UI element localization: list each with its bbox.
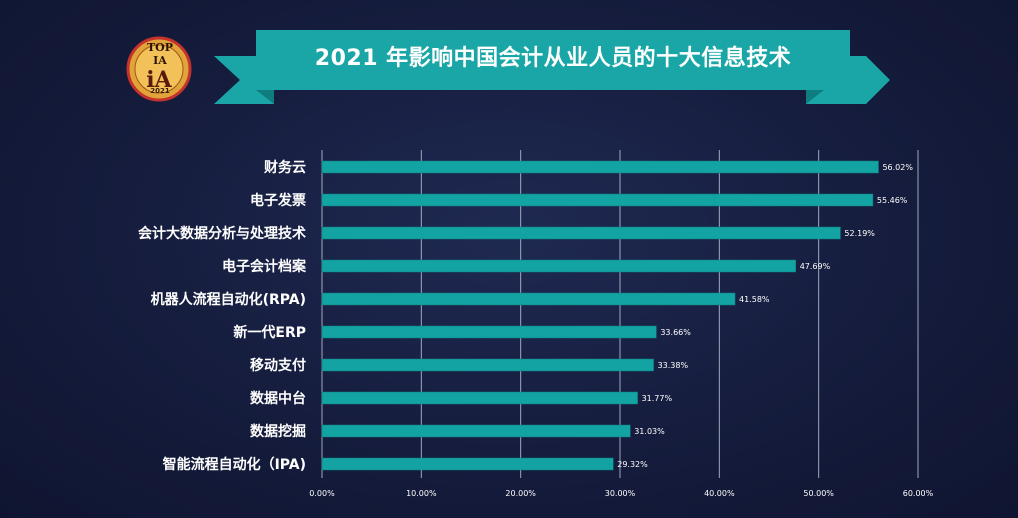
x-tick-label: 50.00% [803,489,834,498]
labels: 0.00% 10.00% 20.00% 30.00% 40.00% 50.00% 60.00… [138,159,934,498]
banner-main [256,30,850,90]
x-tick-label: 0.00% [309,489,335,498]
value-label: 33.66% [660,328,691,337]
x-tick-label: 40.00% [704,489,735,498]
value-label: 29.32% [617,460,648,469]
category-label: 数据挖掘 [250,423,306,440]
x-tick-label: 10.00% [406,489,437,498]
bar [321,391,638,405]
logo-text: TOP IA [146,41,174,67]
svg-text:iA: iA [146,67,172,93]
category-label: 新一代ERP [233,324,306,341]
logo-year: 2021 [150,87,170,95]
banner-right-fold [806,90,824,104]
value-label: 47.69% [800,262,831,271]
bars [321,160,879,471]
bar [321,424,631,438]
bar [321,457,614,471]
title-banner [214,30,890,104]
bar [321,325,657,339]
category-label: 电子发票 [250,192,306,209]
value-label: 33.38% [658,361,689,370]
top-ia-logo: iA [126,36,192,102]
value-label: 31.77% [642,394,673,403]
bar [321,259,796,273]
banner-left-fold [256,90,274,104]
category-label: 智能流程自动化（IPA) [162,456,306,473]
bar [321,358,654,372]
bar [321,292,736,306]
category-label: 机器人流程自动化(RPA) [151,291,306,308]
value-label: 41.58% [739,295,770,304]
category-label: 数据中台 [250,390,306,407]
page-title: 2021 年影响中国会计从业人员的十大信息技术 [314,46,792,71]
value-label: 31.03% [634,427,665,436]
x-tick-label: 20.00% [505,489,536,498]
bar [321,160,879,174]
value-label: 55.46% [877,196,908,205]
value-label: 56.02% [882,163,913,172]
value-label: 52.19% [844,229,875,238]
category-label: 移动支付 [250,357,306,374]
category-label: 会计大数据分析与处理技术 [138,225,306,242]
bar [321,226,841,240]
bar [321,193,874,207]
x-tick-label: 30.00% [605,489,636,498]
category-label: 财务云 [263,159,306,176]
category-label: 电子会计档案 [222,258,307,275]
x-tick-label: 60.00% [903,489,934,498]
